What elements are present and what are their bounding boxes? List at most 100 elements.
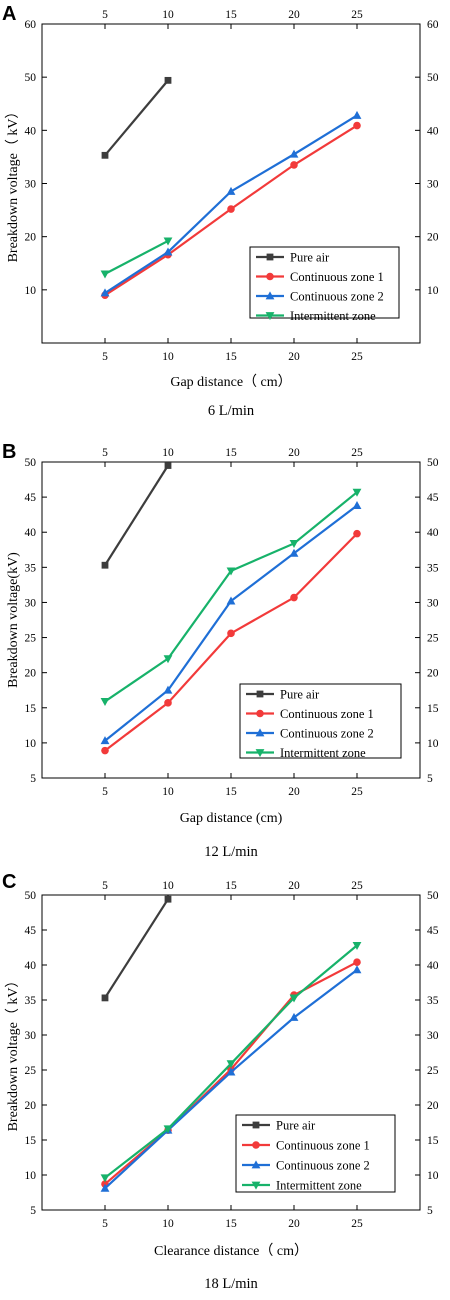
panel-letter: C bbox=[2, 871, 16, 893]
data-point bbox=[352, 942, 362, 950]
data-point bbox=[290, 161, 298, 169]
x-tick-label: 10 bbox=[162, 1218, 174, 1230]
y-tick-label-right: 45 bbox=[427, 925, 439, 937]
y-tick-label-right: 20 bbox=[427, 232, 439, 244]
y-tick-label: 25 bbox=[25, 1065, 37, 1077]
legend-marker bbox=[252, 1121, 260, 1129]
x-tick-label-top: 5 bbox=[102, 447, 108, 459]
y-tick-label-right: 20 bbox=[427, 668, 439, 680]
data-point bbox=[163, 655, 173, 664]
data-point bbox=[100, 288, 110, 297]
data-point bbox=[163, 237, 173, 246]
y-tick-label: 20 bbox=[25, 1100, 37, 1112]
x-axis-title: Gap distance（ cm） bbox=[170, 374, 291, 390]
y-tick-label: 10 bbox=[25, 1170, 37, 1182]
panel-letter: B bbox=[2, 441, 16, 463]
legend: Pure air Continuous zone 1 Continuous zone… bbox=[239, 683, 402, 760]
x-tick-label: 25 bbox=[351, 351, 363, 363]
y-tick-label-right: 60 bbox=[427, 19, 439, 31]
legend-marker bbox=[251, 1181, 261, 1190]
legend-marker bbox=[266, 272, 274, 281]
x-tick-label-top: 15 bbox=[225, 9, 237, 21]
x-tick-label-top: 10 bbox=[162, 880, 174, 892]
y-tick-label-right: 40 bbox=[427, 960, 439, 972]
y-tick-label-right: 5 bbox=[427, 1205, 433, 1217]
y-tick-label: 25 bbox=[25, 633, 37, 645]
x-tick-label: 20 bbox=[288, 786, 300, 798]
y-tick-label-right: 20 bbox=[427, 1100, 439, 1112]
data-point bbox=[289, 149, 299, 158]
legend-marker bbox=[256, 709, 264, 718]
x-tick-label-top: 25 bbox=[351, 880, 363, 892]
legend-label: Intermittent zone bbox=[276, 1179, 362, 1193]
panel-letter: A bbox=[2, 3, 16, 25]
y-tick-label: 50 bbox=[25, 457, 37, 469]
data-point bbox=[289, 994, 299, 1003]
x-tick-label-top: 15 bbox=[225, 880, 237, 892]
data-point bbox=[101, 151, 109, 159]
data-point bbox=[352, 965, 362, 974]
legend-label: Continuous zone 1 bbox=[280, 707, 374, 721]
data-point bbox=[163, 1125, 173, 1134]
x-tick-label-top: 5 bbox=[102, 9, 108, 21]
legend-box bbox=[239, 683, 402, 759]
series-line-3 bbox=[104, 239, 169, 275]
series-line-0 bbox=[104, 464, 169, 566]
data-point bbox=[100, 698, 110, 707]
x-tick-label: 25 bbox=[351, 786, 363, 798]
chart-panel-a: A 5 5 10 10 15 15 20 20 25 25 10 10 20 20 30 30 40 40 50 50 6… bbox=[2, 3, 439, 419]
y-tick-label: 40 bbox=[25, 125, 37, 137]
legend: Pure air Continuous zone 1 Continuous zone… bbox=[235, 1114, 396, 1193]
data-point bbox=[289, 540, 299, 549]
data-point bbox=[100, 1183, 110, 1192]
y-tick-label: 40 bbox=[25, 527, 37, 539]
y-tick-label: 5 bbox=[30, 1205, 36, 1217]
flow-rate-subtitle: 18 L/min bbox=[204, 1276, 258, 1292]
y-tick-label-right: 40 bbox=[427, 527, 439, 539]
x-axis-title: Gap distance (cm) bbox=[180, 811, 283, 826]
y-tick-label: 20 bbox=[25, 232, 37, 244]
data-point bbox=[352, 500, 362, 509]
data-point bbox=[289, 548, 299, 557]
data-point bbox=[227, 629, 235, 638]
data-point bbox=[352, 488, 362, 497]
x-tick-label: 20 bbox=[288, 1218, 300, 1230]
data-point bbox=[100, 270, 110, 279]
x-tick-label: 15 bbox=[225, 351, 237, 363]
legend-marker bbox=[251, 1160, 261, 1169]
series-line-0 bbox=[104, 898, 169, 999]
x-tick-label: 20 bbox=[288, 351, 300, 363]
y-tick-label: 50 bbox=[25, 72, 37, 84]
y-axis-title: Breakdown voltage（ kV） bbox=[5, 974, 21, 1132]
legend-label: Pure air bbox=[280, 688, 320, 702]
x-tick-label: 15 bbox=[225, 786, 237, 798]
y-tick-label: 30 bbox=[25, 597, 37, 609]
y-tick-label-right: 30 bbox=[427, 1030, 439, 1042]
x-tick-label-top: 10 bbox=[162, 9, 174, 21]
flow-rate-subtitle: 6 L/min bbox=[208, 403, 255, 419]
y-axis-title: Breakdown voltage（ kV） bbox=[5, 105, 21, 263]
data-point bbox=[353, 121, 361, 130]
legend-marker bbox=[255, 728, 265, 737]
y-tick-label-right: 25 bbox=[427, 1065, 439, 1077]
legend-label: Continuous zone 2 bbox=[290, 290, 384, 304]
legend-label: Continuous zone 2 bbox=[276, 1159, 370, 1173]
legend-box bbox=[249, 246, 400, 319]
data-point bbox=[226, 596, 236, 605]
data-point bbox=[101, 994, 109, 1002]
legend-marker bbox=[256, 690, 264, 698]
y-tick-label-right: 15 bbox=[427, 703, 439, 715]
y-tick-label: 5 bbox=[30, 773, 36, 785]
y-tick-label-right: 35 bbox=[427, 562, 439, 574]
y-tick-label-right: 50 bbox=[427, 72, 439, 84]
x-tick-label-top: 25 bbox=[351, 9, 363, 21]
y-tick-label: 10 bbox=[25, 285, 37, 297]
data-point bbox=[226, 567, 236, 576]
y-tick-label: 10 bbox=[25, 738, 37, 750]
x-tick-label-top: 20 bbox=[288, 447, 300, 459]
y-tick-label: 50 bbox=[25, 890, 37, 902]
chart-panel-b: B 5 5 10 10 15 15 20 20 25 25 5 5 10 10 15 15 20 20 25 25 30 3… bbox=[2, 441, 439, 860]
y-tick-label-right: 50 bbox=[427, 457, 439, 469]
x-tick-label: 5 bbox=[102, 1218, 108, 1230]
y-tick-label: 15 bbox=[25, 703, 37, 715]
